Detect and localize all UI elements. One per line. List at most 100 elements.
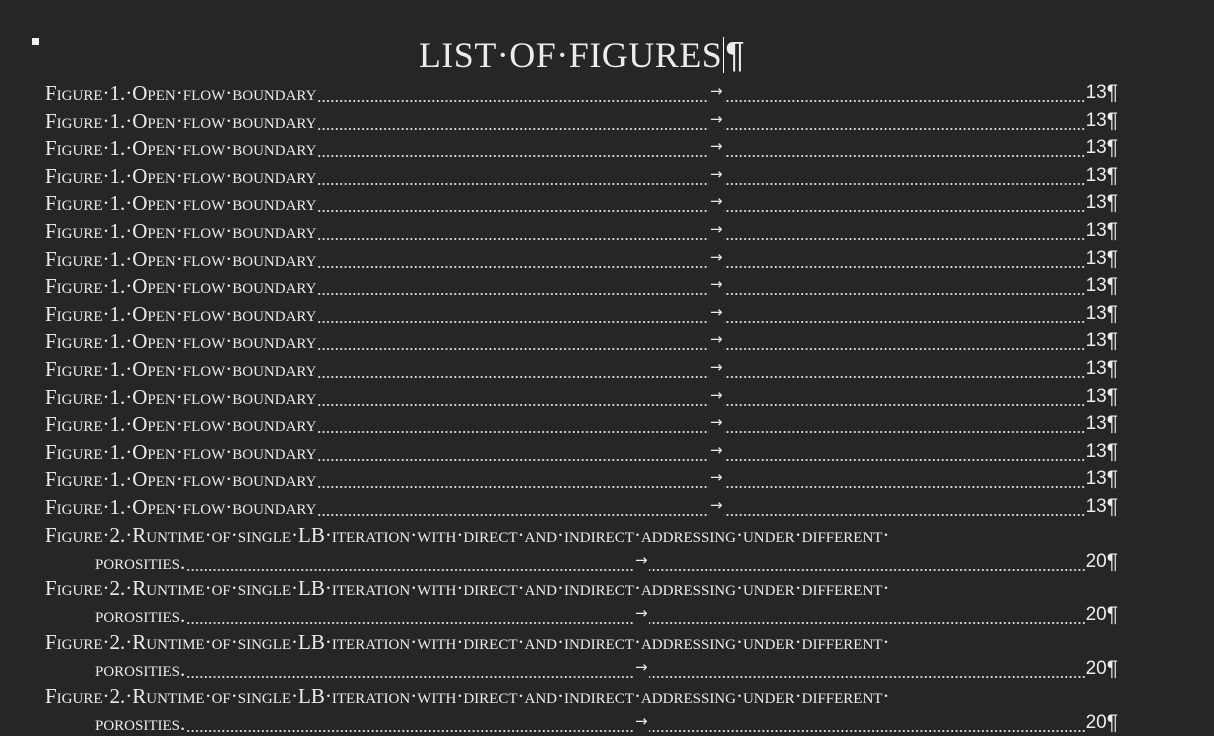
- entry-page-number: 13: [1085, 413, 1107, 435]
- entry-page-number: 20: [1085, 658, 1107, 679]
- entry-label: Figure·1.·Open·flow·boundary: [45, 108, 317, 133]
- tab-leader: →: [317, 464, 1085, 493]
- tab-arrow-mark: →: [634, 546, 649, 573]
- figure-entry[interactable]: porosities. → 20 ¶: [95, 600, 1118, 629]
- entry-page-number: 13: [1085, 385, 1107, 407]
- tab-arrow-mark: →: [634, 600, 649, 627]
- paragraph-mark: ¶: [1106, 495, 1118, 518]
- keep-with-next-mark: [32, 38, 39, 45]
- figure-entry[interactable]: Figure·1.·Open·flow·boundary → 13 ¶: [45, 409, 1118, 438]
- tab-arrow-mark: →: [709, 271, 724, 298]
- entry-page-number: 13: [1085, 440, 1107, 462]
- paragraph-mark: ¶: [1106, 301, 1118, 325]
- entry-label: Figure·1.·Open·flow·boundary: [45, 246, 317, 271]
- tab-leader: →: [317, 354, 1085, 382]
- entry-label: Figure·1.·Open·flow·boundary: [45, 439, 317, 464]
- entry-label: Figure·1.·Open·flow·boundary: [45, 495, 317, 519]
- figure-entry[interactable]: Figure·1.·Open·flow·boundary → 13 ¶: [45, 381, 1118, 410]
- entry-page-number: 13: [1085, 247, 1107, 269]
- figure-entry[interactable]: Figure·1.·Open·flow·boundary → 13 ¶: [45, 298, 1118, 327]
- tab-leader: →: [186, 654, 1085, 682]
- entry-label: Figure·1.·Open·flow·boundary: [45, 274, 317, 299]
- paragraph-mark: ¶: [1106, 412, 1118, 436]
- figure-entry[interactable]: Figure·1.·Open·flow·boundary → 13 ¶: [45, 326, 1118, 355]
- entry-label: Figure·1.·Open·flow·boundary: [45, 357, 317, 381]
- tab-leader: →: [317, 381, 1085, 410]
- tab-leader: →: [186, 707, 1085, 736]
- figure-entry[interactable]: Figure·1.·Open·flow·boundary → 13 ¶: [45, 243, 1118, 272]
- entry-page-number: 13: [1085, 164, 1107, 186]
- paragraph-mark: ¶: [1106, 603, 1118, 627]
- tab-arrow-mark: →: [709, 436, 724, 463]
- figure-entry[interactable]: Figure·1.·Open·flow·boundary → 13 ¶: [45, 160, 1118, 189]
- entry-page-number: 13: [1085, 330, 1107, 352]
- figure-entry[interactable]: Figure·1.·Open·flow·boundary → 13 ¶: [45, 464, 1118, 493]
- tab-leader: →: [186, 546, 1085, 575]
- entry-label: Figure·1.·Open·flow·boundary: [45, 163, 317, 188]
- entry-label: Figure·1.·Open·flow·boundary: [45, 301, 317, 326]
- figure-entry[interactable]: porosities. → 20 ¶: [95, 546, 1118, 575]
- tab-leader: →: [317, 492, 1085, 520]
- figure-entry[interactable]: porosities. → 20 ¶: [95, 654, 1118, 682]
- paragraph-mark: ¶: [1106, 467, 1118, 491]
- paragraph-mark: ¶: [1106, 657, 1118, 680]
- figure-entry[interactable]: Figure·1.·Open·flow·boundary → 13 ¶: [45, 216, 1118, 244]
- tab-arrow-mark: →: [709, 216, 724, 242]
- entry-label: porosities.: [95, 603, 186, 628]
- tab-arrow-mark: →: [709, 243, 724, 270]
- entry-label: Figure·1.·Open·flow·boundary: [45, 467, 317, 492]
- entry-label: Figure·1.·Open·flow·boundary: [45, 81, 317, 105]
- tab-leader: →: [317, 326, 1085, 355]
- text-cursor: [723, 37, 725, 73]
- tab-arrow-mark: →: [709, 78, 724, 104]
- entry-label: Figure·1.·Open·flow·boundary: [45, 384, 317, 409]
- figure-entry[interactable]: Figure·1.·Open·flow·boundary → 13 ¶: [45, 354, 1118, 382]
- figure-entry[interactable]: Figure·1.·Open·flow·boundary → 13 ¶: [45, 492, 1118, 520]
- figure-entry[interactable]: porosities. → 20 ¶: [95, 707, 1118, 736]
- tab-leader: →: [317, 271, 1085, 300]
- tab-leader: →: [186, 600, 1085, 629]
- entry-label: Figure·1.·Open·flow·boundary: [45, 329, 317, 354]
- paragraph-mark: ¶: [725, 34, 746, 75]
- entry-page-number: 13: [1085, 302, 1107, 324]
- tab-arrow-mark: →: [709, 464, 724, 491]
- tab-arrow-mark: →: [709, 354, 724, 380]
- tab-leader: →: [317, 78, 1085, 106]
- page-title[interactable]: LIST·OF·FIGURES¶: [0, 34, 1164, 76]
- figure-entry[interactable]: Figure·1.·Open·flow·boundary → 13 ¶: [45, 105, 1118, 134]
- tab-leader: →: [317, 160, 1085, 189]
- entry-label: Figure·2.·Runtime·of·single·LB·iteration…: [45, 683, 890, 708]
- tab-arrow-mark: →: [709, 381, 724, 408]
- entry-page-number: 13: [1085, 468, 1107, 490]
- paragraph-mark: ¶: [1106, 163, 1118, 187]
- paragraph-mark: ¶: [1106, 246, 1118, 270]
- entry-label: Figure·1.·Open·flow·boundary: [45, 412, 317, 437]
- figure-entry[interactable]: Figure·1.·Open·flow·boundary → 13 ¶: [45, 436, 1118, 465]
- entry-label: Figure·2.·Runtime·of·single·LB·iteration…: [45, 522, 890, 547]
- tab-leader: →: [317, 298, 1085, 327]
- entry-page-number: 13: [1085, 192, 1107, 214]
- paragraph-mark: ¶: [1106, 81, 1118, 104]
- entry-label: Figure·1.·Open·flow·boundary: [45, 191, 317, 216]
- entry-label: porosities.: [95, 710, 186, 735]
- entry-page-number: 13: [1085, 137, 1107, 159]
- tab-arrow-mark: →: [709, 160, 724, 187]
- paragraph-mark: ¶: [1106, 357, 1118, 380]
- tab-arrow-mark: →: [709, 298, 724, 325]
- figure-entry[interactable]: Figure·1.·Open·flow·boundary → 13 ¶: [45, 188, 1118, 217]
- figure-entry[interactable]: Figure·1.·Open·flow·boundary → 13 ¶: [45, 133, 1118, 162]
- figure-entry[interactable]: Figure·1.·Open·flow·boundary → 13 ¶: [45, 78, 1118, 106]
- tab-arrow-mark: →: [709, 492, 724, 518]
- paragraph-mark: ¶: [1106, 439, 1118, 463]
- paragraph-mark: ¶: [1106, 710, 1118, 734]
- paragraph-mark: ¶: [1106, 329, 1118, 353]
- paragraph-mark: ¶: [1106, 108, 1118, 132]
- tab-arrow-mark: →: [709, 326, 724, 353]
- paragraph-mark: ¶: [1106, 219, 1118, 242]
- tab-leader: →: [317, 436, 1085, 465]
- figure-entry[interactable]: Figure·1.·Open·flow·boundary → 13 ¶: [45, 271, 1118, 300]
- tab-leader: →: [317, 105, 1085, 134]
- entry-page-number: 13: [1085, 109, 1107, 131]
- entry-page-number: 20: [1085, 711, 1107, 733]
- entry-label: Figure·1.·Open·flow·boundary: [45, 136, 317, 161]
